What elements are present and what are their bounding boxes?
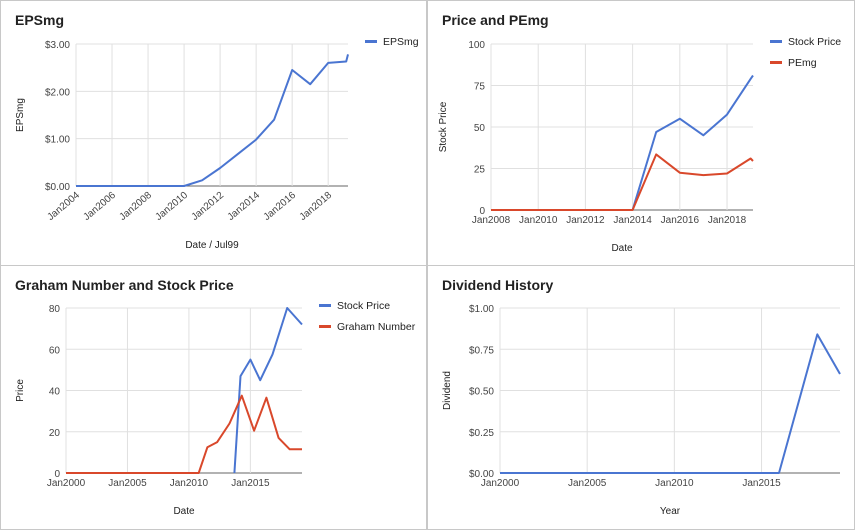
y-tick-label: $1.00 (469, 304, 494, 315)
chart-title: Graham Number and Stock Price (15, 277, 234, 293)
x-tick-label: Jan2004 (45, 190, 82, 223)
dividend-history-chart: Dividend History $0.00 $0.25 $0.50 $0.75 $1.0… (442, 277, 841, 517)
x-tick-label: Jan2012 (190, 190, 227, 223)
x-tick-label: Jan2014 (613, 215, 652, 226)
series-line-stock-price (233, 307, 303, 474)
x-tick-label: Jan2012 (566, 215, 605, 226)
legend-swatch (319, 304, 331, 307)
legend-label: Stock Price (337, 300, 390, 312)
legend-label: PEmg (788, 57, 817, 69)
legend-swatch (365, 40, 377, 43)
legend-swatch (770, 61, 782, 64)
x-axis-label: Year (660, 506, 681, 517)
y-tick-label: $0.00 (469, 469, 494, 480)
x-tick-label: Jan2015 (742, 478, 781, 489)
y-tick-label: 50 (474, 123, 486, 134)
y-tick-label: $0.00 (45, 182, 70, 193)
y-tick-label: 0 (54, 469, 60, 480)
chart-panel-price-pemg: Price and PEmg 0 25 50 75 100 Jan2008 Jan2010 Ja… (427, 0, 855, 266)
legend-label: Graham Number (337, 321, 416, 333)
y-tick-label: $3.00 (45, 40, 70, 51)
chart-title: Price and PEmg (442, 12, 549, 28)
series-line-stock-price (491, 74, 754, 211)
y-axis-label: Dividend (442, 371, 453, 410)
y-tick-label: $1.00 (45, 135, 70, 146)
x-tick-label: Jan2010 (519, 215, 558, 226)
y-tick-label: 40 (49, 387, 61, 398)
series-line-pemg (491, 153, 754, 211)
x-tick-label: Jan2010 (170, 478, 209, 489)
legend-swatch (319, 325, 331, 328)
x-tick-label: Jan2005 (568, 478, 607, 489)
x-axis-label: Date / Jul99 (185, 240, 239, 251)
x-tick-label: Jan2006 (81, 190, 118, 223)
chart-title: EPSmg (15, 12, 64, 28)
x-tick-label: Jan2010 (655, 478, 694, 489)
y-axis-label: Price (15, 379, 26, 402)
x-axis-label: Date (173, 506, 195, 517)
x-tick-label: Jan2010 (154, 190, 191, 223)
legend-label: Stock Price (788, 36, 841, 48)
chart-panel-dividend-history: Dividend History $0.00 $0.25 $0.50 $0.75 $1.0… (427, 265, 855, 530)
x-tick-label: Jan2018 (298, 190, 335, 223)
x-axis-label: Date (611, 243, 633, 254)
y-tick-label: $0.50 (469, 387, 494, 398)
y-tick-label: 75 (474, 82, 486, 93)
price-pemg-chart: Price and PEmg 0 25 50 75 100 Jan2008 Jan2010 Ja… (438, 12, 841, 254)
y-tick-label: 60 (49, 345, 61, 356)
x-tick-label: Jan2000 (481, 478, 520, 489)
y-tick-label: 20 (49, 428, 61, 439)
chart-panel-graham-number: Graham Number and Stock Price 0 20 40 60 80 Ja… (0, 265, 427, 530)
y-axis-label: Stock Price (438, 101, 449, 152)
graham-number-chart: Graham Number and Stock Price 0 20 40 60 80 Ja… (15, 277, 416, 517)
x-tick-label: Jan2005 (108, 478, 147, 489)
series-line-graham-number (66, 394, 302, 474)
y-axis-label: EPSmg (15, 98, 26, 132)
x-tick-label: Jan2015 (231, 478, 270, 489)
x-tick-label: Jan2008 (118, 190, 155, 223)
y-tick-label: 25 (474, 165, 486, 176)
x-tick-label: Jan2018 (708, 215, 747, 226)
chart-panel-epsmg: EPSmg $0.00 $1.00 $2.00 $3.00 Jan2004 Jan2006 J… (0, 0, 427, 266)
y-tick-label: 0 (479, 206, 485, 217)
y-tick-label: $2.00 (45, 87, 70, 98)
legend-swatch (770, 40, 782, 43)
x-tick-label: Jan2016 (661, 215, 700, 226)
x-tick-label: Jan2016 (262, 190, 299, 223)
y-tick-label: $0.75 (469, 345, 494, 356)
series-line-series (500, 333, 841, 474)
x-tick-label: Jan2014 (226, 190, 263, 223)
y-tick-label: 100 (468, 40, 485, 51)
legend-label: EPSmg (383, 36, 419, 48)
series-line-epsmg (76, 54, 349, 187)
x-tick-label: Jan2000 (47, 478, 86, 489)
y-tick-label: 80 (49, 304, 61, 315)
x-tick-label: Jan2008 (472, 215, 511, 226)
y-tick-label: $0.25 (469, 428, 494, 439)
chart-title: Dividend History (442, 277, 553, 293)
